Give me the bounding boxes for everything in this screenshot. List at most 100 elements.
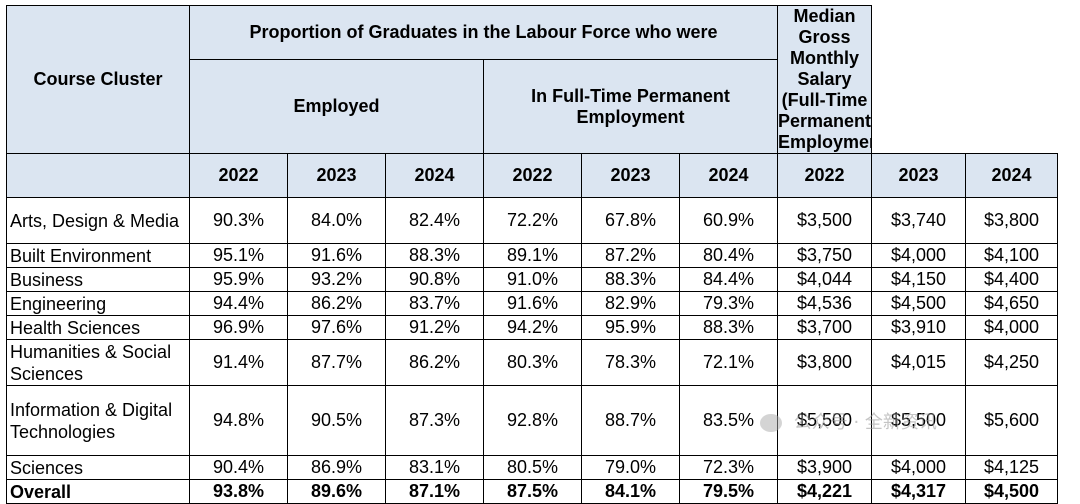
salary-cell: $4,044 — [777, 267, 873, 292]
table-container: Course Cluster Proportion of Graduates i… — [6, 4, 1059, 504]
employed-cell: 90.3% — [189, 197, 288, 244]
employed-cell: 84.0% — [287, 197, 386, 244]
employed-cell: 90.8% — [385, 267, 484, 292]
year-header: 2022 — [777, 153, 873, 198]
table-row: Business 95.9% 93.2% 90.8% 91.0% 88.3% 84.4% $4… — [6, 267, 1059, 292]
salary-cell: $4,221 — [777, 479, 873, 504]
blank-header-cell — [6, 153, 190, 198]
salary-cell: $4,015 — [871, 339, 967, 386]
ftpe-cell: 92.8% — [483, 385, 582, 456]
course-cluster-name: Business — [6, 267, 190, 292]
table-row: Humanities & Social Sciences 91.4% 87.7% 86… — [6, 339, 1059, 386]
ftpe-cell: 60.9% — [678, 197, 779, 244]
salary-cell: $4,100 — [965, 243, 1059, 268]
salary-cell: $4,000 — [965, 315, 1059, 340]
salary-cell: $4,650 — [965, 291, 1059, 316]
table-row: Information & Digital Technologies 94.8% 9… — [6, 385, 1059, 456]
ftpe-header: In Full-Time Permanent Employment — [482, 59, 779, 154]
employed-cell: 89.6% — [287, 479, 386, 504]
ftpe-cell: 80.4% — [678, 243, 779, 268]
salary-cell: $4,500 — [965, 479, 1059, 504]
course-cluster-name: Humanities & Social Sciences — [6, 339, 190, 386]
employed-cell: 87.3% — [385, 385, 484, 456]
salary-cell: $4,500 — [871, 291, 967, 316]
year-header: 2023 — [287, 153, 386, 198]
ftpe-cell: 88.3% — [581, 267, 680, 292]
salary-cell: $3,750 — [777, 243, 873, 268]
salary-cell: $5,600 — [965, 385, 1059, 456]
employed-header: Employed — [189, 59, 484, 154]
ftpe-cell: 88.7% — [581, 385, 680, 456]
salary-cell: $3,800 — [777, 339, 873, 386]
employed-cell: 95.1% — [189, 243, 288, 268]
ftpe-cell: 91.6% — [483, 291, 582, 316]
employed-cell: 91.4% — [189, 339, 288, 386]
year-header: 2023 — [871, 153, 967, 198]
table-row: Built Environment 95.1% 91.6% 88.3% 89.1% 87.… — [6, 243, 1059, 268]
salary-cell: $5,500 — [871, 385, 967, 456]
salary-cell: $3,500 — [777, 197, 873, 244]
salary-cell: $5,500 — [777, 385, 873, 456]
ftpe-cell: 87.5% — [483, 479, 582, 504]
ftpe-cell: 94.2% — [483, 315, 582, 340]
table-row: Arts, Design & Media 90.3% 84.0% 82.4% 72.2%… — [6, 197, 1059, 244]
course-cluster-header: Course Cluster — [6, 5, 190, 154]
salary-header: Median Gross Monthly Salary (Full-Time P… — [777, 5, 873, 154]
salary-cell: $3,740 — [871, 197, 967, 244]
employed-cell: 93.2% — [287, 267, 386, 292]
ftpe-cell: 87.2% — [581, 243, 680, 268]
salary-cell: $4,150 — [871, 267, 967, 292]
year-header: 2022 — [189, 153, 288, 198]
employed-cell: 83.7% — [385, 291, 484, 316]
salary-cell: $4,536 — [777, 291, 873, 316]
course-cluster-name: Built Environment — [6, 243, 190, 268]
employed-cell: 94.4% — [189, 291, 288, 316]
course-cluster-name: Overall — [6, 479, 190, 504]
year-header: 2022 — [483, 153, 582, 198]
ftpe-cell: 89.1% — [483, 243, 582, 268]
salary-cell: $3,700 — [777, 315, 873, 340]
salary-cell: $4,317 — [871, 479, 967, 504]
employed-cell: 91.2% — [385, 315, 484, 340]
employed-cell: 87.1% — [385, 479, 484, 504]
year-header: 2024 — [385, 153, 484, 198]
ftpe-cell: 91.0% — [483, 267, 582, 292]
salary-cell: $4,250 — [965, 339, 1059, 386]
ftpe-cell: 83.5% — [678, 385, 779, 456]
employed-cell: 87.7% — [287, 339, 386, 386]
table-row: Engineering 94.4% 86.2% 83.7% 91.6% 82.9% 79.3… — [6, 291, 1059, 316]
employed-cell: 86.2% — [287, 291, 386, 316]
ftpe-cell: 88.3% — [678, 315, 779, 340]
salary-cell: $4,000 — [871, 243, 967, 268]
salary-cell: $3,910 — [871, 315, 967, 340]
proportion-header: Proportion of Graduates in the Labour Fo… — [188, 4, 779, 61]
ftpe-cell: 72.2% — [483, 197, 582, 244]
graduate-employment-table: Course Cluster Proportion of Graduates i… — [6, 4, 1059, 504]
ftpe-cell: 72.1% — [678, 339, 779, 386]
ftpe-cell: 82.9% — [581, 291, 680, 316]
ftpe-cell: 80.3% — [483, 339, 582, 386]
employed-cell: 95.9% — [189, 267, 288, 292]
salary-cell: $4,400 — [965, 267, 1059, 292]
ftpe-cell: 67.8% — [581, 197, 680, 244]
ftpe-cell: 84.4% — [678, 267, 779, 292]
employed-cell: 88.3% — [385, 243, 484, 268]
year-header: 2023 — [581, 153, 680, 198]
course-cluster-name: Health Sciences — [6, 315, 190, 340]
ftpe-cell: 79.3% — [678, 291, 779, 316]
employed-cell: 90.5% — [287, 385, 386, 456]
ftpe-cell: 95.9% — [581, 315, 680, 340]
year-header: 2024 — [678, 153, 779, 198]
ftpe-cell: 84.1% — [581, 479, 680, 504]
ftpe-cell: 78.3% — [581, 339, 680, 386]
course-cluster-name: Engineering — [6, 291, 190, 316]
course-cluster-name: Information & Digital Technologies — [6, 385, 190, 456]
overall-row: Overall 93.8% 89.6% 87.1% 87.5% 84.1% 79.5% $4,… — [6, 479, 1059, 504]
ftpe-cell: 79.5% — [678, 479, 779, 504]
employed-cell: 93.8% — [189, 479, 288, 504]
employed-cell: 82.4% — [385, 197, 484, 244]
employed-cell: 97.6% — [287, 315, 386, 340]
employed-cell: 96.9% — [189, 315, 288, 340]
employed-cell: 94.8% — [189, 385, 288, 456]
table-row: Health Sciences 96.9% 97.6% 91.2% 94.2% 95.9%… — [6, 315, 1059, 340]
